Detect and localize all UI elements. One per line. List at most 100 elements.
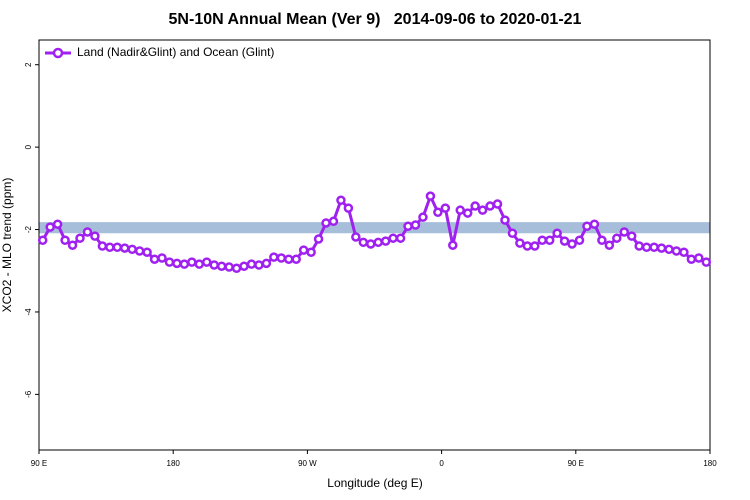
- y-tick-label: -6: [24, 390, 33, 398]
- data-point: [90, 231, 100, 241]
- data-point: [433, 207, 443, 217]
- data-point: [701, 257, 712, 267]
- data-point: [75, 233, 85, 243]
- y-tick-label: 2: [24, 62, 33, 67]
- data-point: [470, 201, 480, 211]
- data-point: [336, 195, 346, 206]
- data-point: [112, 242, 123, 253]
- plot-frame: [38, 39, 711, 451]
- data-point: [440, 203, 451, 213]
- data-point: [306, 247, 316, 257]
- data-point: [671, 246, 682, 256]
- data-point: [231, 263, 242, 274]
- data-point: [380, 236, 391, 246]
- data-point: [52, 219, 63, 229]
- data-point: [500, 215, 510, 225]
- legend-marker: [52, 47, 64, 59]
- data-point: [552, 228, 562, 239]
- data-point: [202, 257, 212, 267]
- data-point: [276, 253, 287, 263]
- data-point: [515, 238, 525, 248]
- reference-band: [39, 222, 710, 234]
- data-point: [410, 220, 421, 230]
- data-point: [559, 236, 570, 246]
- data-point: [604, 240, 615, 250]
- data-point: [492, 199, 503, 209]
- data-point: [544, 235, 555, 246]
- data-point: [149, 254, 160, 264]
- data-point: [119, 243, 130, 253]
- data-point: [507, 228, 518, 239]
- x-tick-label: 180: [703, 459, 717, 468]
- data-point: [537, 235, 547, 246]
- data-point: [664, 244, 674, 255]
- data-point: [619, 227, 630, 237]
- data-point: [448, 240, 458, 250]
- data-point: [313, 234, 324, 244]
- data-point: [261, 258, 272, 269]
- data-point: [82, 227, 93, 237]
- data-point: [321, 218, 331, 228]
- data-point: [582, 221, 592, 232]
- data-point: [328, 216, 339, 227]
- data-point: [254, 260, 264, 270]
- data-point: [597, 235, 607, 246]
- data-point: [343, 203, 354, 213]
- data-point: [209, 260, 219, 270]
- x-tick-label: 180: [167, 459, 181, 468]
- data-point: [194, 259, 205, 269]
- chart-title: 5N-10N Annual Mean (Ver 9) 2014-09-06 to…: [169, 11, 582, 28]
- data-point: [686, 254, 697, 264]
- data-point: [224, 262, 234, 272]
- data-point: [612, 233, 622, 243]
- data-point: [105, 242, 115, 253]
- data-point: [37, 235, 48, 246]
- data-point: [291, 254, 301, 264]
- data-point: [373, 237, 383, 248]
- legend-label: Land (Nadir&Glint) and Ocean (Glint): [77, 45, 274, 59]
- data-point: [216, 261, 227, 271]
- x-tick-label: 90 E: [568, 459, 584, 468]
- data-point: [462, 208, 473, 218]
- data-point: [97, 241, 108, 251]
- y-tick-label: 0: [24, 144, 33, 149]
- y-axis-label: XCO2 - MLO trend (ppm): [0, 178, 14, 313]
- data-point: [589, 219, 600, 229]
- data-point: [522, 241, 533, 251]
- data-point: [127, 244, 137, 255]
- data-point: [45, 222, 55, 232]
- x-tick-label: 90 W: [298, 459, 317, 468]
- data-point: [60, 235, 70, 246]
- data-point: [641, 242, 652, 253]
- x-tick-label: 0: [439, 459, 444, 468]
- data-point: [246, 259, 257, 269]
- data-point: [67, 240, 78, 250]
- data-point: [418, 212, 428, 222]
- data-point: [626, 231, 637, 241]
- data-point: [530, 241, 540, 251]
- data-point: [694, 253, 704, 263]
- x-axis-label: Longitude (deg E): [327, 476, 422, 490]
- data-point: [157, 253, 167, 263]
- data-point: [388, 233, 398, 243]
- data-point: [269, 252, 279, 262]
- data-point: [477, 205, 488, 215]
- data-point: [656, 243, 667, 253]
- data-point: [358, 237, 369, 248]
- data-point: [634, 241, 644, 251]
- data-point: [395, 233, 406, 243]
- data-point: [187, 257, 197, 267]
- data-point: [366, 239, 376, 249]
- data-point: [567, 239, 577, 249]
- data-point: [134, 246, 145, 256]
- data-point: [284, 254, 294, 264]
- data-point: [164, 257, 175, 267]
- data-point: [679, 247, 689, 257]
- data-point: [425, 191, 436, 201]
- data-point: [455, 205, 465, 215]
- data-point: [239, 261, 249, 271]
- y-tick-label: -4: [24, 308, 33, 316]
- data-point: [351, 232, 361, 242]
- y-tick-label: -2: [24, 225, 33, 233]
